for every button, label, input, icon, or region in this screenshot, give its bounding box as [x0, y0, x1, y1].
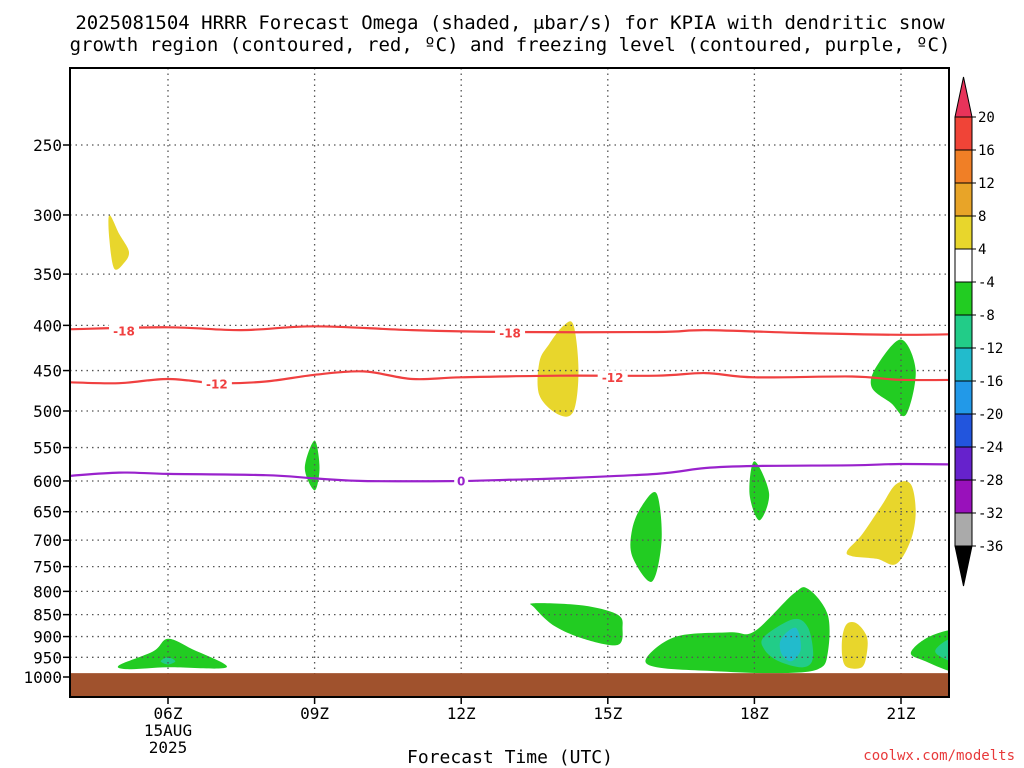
contour-label-bg-1-1: [597, 370, 628, 385]
colorbar-label-6: -8: [978, 308, 995, 324]
y-tick-label-900: 900: [33, 628, 62, 647]
x-tick-sublabel-1: 2025: [149, 738, 188, 757]
ground-fill: [70, 673, 949, 697]
colorbar-bin-5: [954, 281, 973, 316]
y-tick-label-250: 250: [33, 136, 62, 155]
contour-label-bg-2-0: [454, 473, 469, 488]
x-tick-label-09Z: 09Z: [300, 704, 329, 723]
y-tick-label-600: 600: [33, 472, 62, 491]
colorbar-label-1: 16: [978, 143, 995, 159]
colorbar-bin-9: [954, 413, 973, 448]
omega-shade-9: [530, 603, 623, 646]
colorbar-label-3: 8: [978, 209, 986, 225]
omega-shade-6: [870, 339, 916, 417]
colorbar-bin-11: [954, 479, 973, 514]
y-tick-label-300: 300: [33, 206, 62, 225]
omega-shade-12: [910, 630, 949, 671]
chart-title-line-2: growth region (contoured, red, ºC) and f…: [70, 34, 951, 56]
colorbar-bin-4: [954, 248, 973, 283]
plot-frame: [69, 67, 950, 698]
axes: 250 300 350 400 450 500 550 600 650 700 750 800 850 9…: [23, 67, 950, 757]
colorbar-label-5: -4: [978, 275, 995, 291]
contour-line-0: [70, 462, 949, 483]
colorbar: 20 16 12 8 4 -4 -8 -12 -16 -20 -24 -28 -32 -36: [954, 76, 1003, 587]
colorbar-bin-10: [954, 446, 973, 481]
y-tick-label-950: 950: [33, 648, 62, 667]
contour-label-bg-0-0: [109, 324, 140, 339]
contour-label-bg-1-0: [201, 376, 232, 391]
colorbar-triangle-top: [954, 76, 973, 118]
y-tick-label-500: 500: [33, 402, 62, 421]
colorbar-label-0: 20: [978, 110, 995, 126]
plot-area: -18 -18 -12 -12 0: [70, 68, 949, 697]
y-tick-label-450: 450: [33, 362, 62, 381]
omega-shade-1: [537, 321, 579, 417]
contour-line-m12: [70, 370, 949, 385]
y-tick-label-350: 350: [33, 265, 62, 284]
colorbar-bin-7: [954, 347, 973, 382]
omega-shade-15: [160, 657, 176, 665]
omega-shade-2: [846, 481, 916, 565]
colorbar-bin-1: [954, 149, 973, 184]
omega-shade-3: [841, 621, 868, 669]
y-tick-label-1000: 1000: [23, 668, 62, 687]
colorbar-label-4: 4: [978, 242, 986, 258]
colorbar-label-13: -36: [978, 539, 1003, 555]
omega-shade-14: [935, 639, 949, 661]
colorbar-label-11: -28: [978, 473, 1003, 489]
y-tick-label-750: 750: [33, 558, 62, 577]
watermark-text: coolwx.com/modelts: [863, 748, 1015, 764]
omega-shade-10: [117, 638, 228, 670]
colorbar-label-12: -32: [978, 506, 1003, 522]
x-tick-label-06Z: 06Z: [154, 704, 183, 723]
colorbar-bin-8: [954, 380, 973, 415]
colorbar-triangle-bottom: [954, 545, 973, 587]
x-tick-label-21Z: 21Z: [887, 704, 916, 723]
contour-label-0-1: -18: [499, 326, 521, 340]
contour-label-2-0: 0: [457, 474, 465, 488]
colorbar-bin-3: [954, 215, 973, 250]
colorbar-label-8: -16: [978, 374, 1003, 390]
colorbar-bin-12: [954, 512, 973, 547]
y-tick-label-400: 400: [33, 316, 62, 335]
plot-content: -18 -18 -12 -12 0: [70, 68, 949, 697]
chart-title-line-1: 2025081504 HRRR Forecast Omega (shaded, …: [75, 12, 945, 34]
x-tick-label-12Z: 12Z: [447, 704, 476, 723]
contour-label-0-0: -18: [113, 325, 135, 339]
omega-shade-7: [630, 492, 662, 582]
x-tick-label-15Z: 15Z: [593, 704, 622, 723]
y-tick-label-700: 700: [33, 531, 62, 550]
y-tick-label-850: 850: [33, 606, 62, 625]
x-tick-sublabel-0: 15AUG: [144, 721, 192, 740]
colorbar-label-10: -24: [978, 440, 1003, 456]
omega-shade-0: [108, 214, 130, 270]
contour-label-bg-0-1: [495, 325, 526, 340]
x-tick-label-18Z: 18Z: [740, 704, 769, 723]
colorbar-bin-6: [954, 314, 973, 349]
y-tick-label-550: 550: [33, 439, 62, 458]
colorbar-label-7: -12: [978, 341, 1003, 357]
colorbar-label-9: -20: [978, 407, 1003, 423]
y-tick-label-650: 650: [33, 503, 62, 522]
colorbar-bin-2: [954, 182, 973, 217]
colorbar-bin-0: [954, 116, 973, 151]
x-axis-title: Forecast Time (UTC): [407, 747, 613, 768]
y-tick-label-800: 800: [33, 582, 62, 601]
contour-label-1-1: -12: [602, 371, 624, 385]
colorbar-label-2: 12: [978, 176, 995, 192]
contour-label-1-0: -12: [206, 377, 228, 391]
